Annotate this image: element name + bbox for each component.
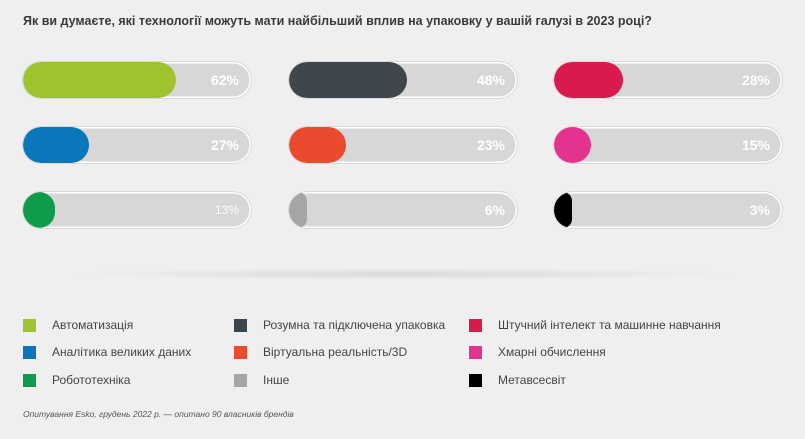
bar-track: 13% (23, 192, 251, 228)
bar-value-label: 15% (741, 137, 770, 153)
bar-fill (554, 127, 591, 163)
bar-fill (289, 127, 346, 163)
bar-value-label: 6% (484, 202, 505, 218)
bar-value-label: 3% (749, 202, 770, 218)
bar-fill (554, 192, 572, 228)
bar-track: 28% (554, 62, 782, 98)
bar-value-label: 27% (210, 137, 239, 153)
legend-item: Хмарні обчислення (469, 345, 606, 359)
legend-swatch (23, 373, 36, 387)
legend-swatch (23, 345, 36, 359)
legend-swatch (469, 318, 482, 332)
legend-swatch (469, 345, 482, 359)
chart-title: Як ви думаєте, які технології можуть мат… (23, 14, 652, 28)
bar-track: 15% (554, 127, 782, 163)
legend-label: Інше (263, 373, 290, 387)
legend-swatch (234, 318, 247, 332)
source-footnote: Опитування Esko, грудень 2022 р. — опита… (23, 409, 294, 419)
legend-item: Розумна та підключена упаковка (234, 318, 445, 332)
bar-value-label: 62% (210, 72, 239, 88)
bar-value-label: 48% (476, 72, 505, 88)
bar-track: 48% (289, 62, 517, 98)
legend-swatch (469, 373, 482, 387)
divider-shadow (60, 268, 745, 280)
legend-item: Метавсесвіт (469, 373, 566, 387)
bar-fill (23, 62, 176, 98)
legend-swatch (23, 318, 36, 332)
legend-label: Штучний інтелект та машинне навчання (498, 318, 721, 332)
legend-item: Штучний інтелект та машинне навчання (469, 318, 721, 332)
bar-track: 23% (289, 127, 517, 163)
bar-fill (554, 62, 623, 98)
legend-swatch (234, 373, 247, 387)
legend-item: Аналітика великих даних (23, 345, 191, 359)
legend-label: Аналітика великих даних (52, 345, 192, 359)
legend-label: Робототехніка (52, 373, 131, 387)
bar-track: 6% (289, 192, 517, 228)
legend-item: Інше (234, 373, 289, 387)
bar-fill (23, 127, 90, 163)
legend-label: Розумна та підключена упаковка (263, 318, 446, 332)
bar-value-label: 13% (214, 203, 239, 217)
bar-value-label: 28% (741, 72, 770, 88)
bar-fill (289, 62, 408, 98)
bar-track: 3% (554, 192, 782, 228)
bar-track: 27% (23, 127, 251, 163)
bar-grid: 62% 48% 28% 27% 23% 15% 13% 6% 3% (23, 62, 782, 228)
bar-value-label: 23% (476, 137, 505, 153)
legend-label: Метавсесвіт (498, 373, 566, 387)
legend-item: Віртуальна реальність/3D (234, 345, 407, 359)
legend-label: Автоматизація (52, 318, 134, 332)
legend-swatch (234, 345, 247, 359)
legend-label: Віртуальна реальність/3D (263, 345, 408, 359)
bar-fill (23, 192, 55, 228)
legend-item: Автоматизація (23, 318, 133, 332)
legend-item: Робототехніка (23, 373, 130, 387)
bar-fill (289, 192, 307, 228)
bar-track: 62% (23, 62, 251, 98)
legend-label: Хмарні обчислення (498, 345, 606, 359)
